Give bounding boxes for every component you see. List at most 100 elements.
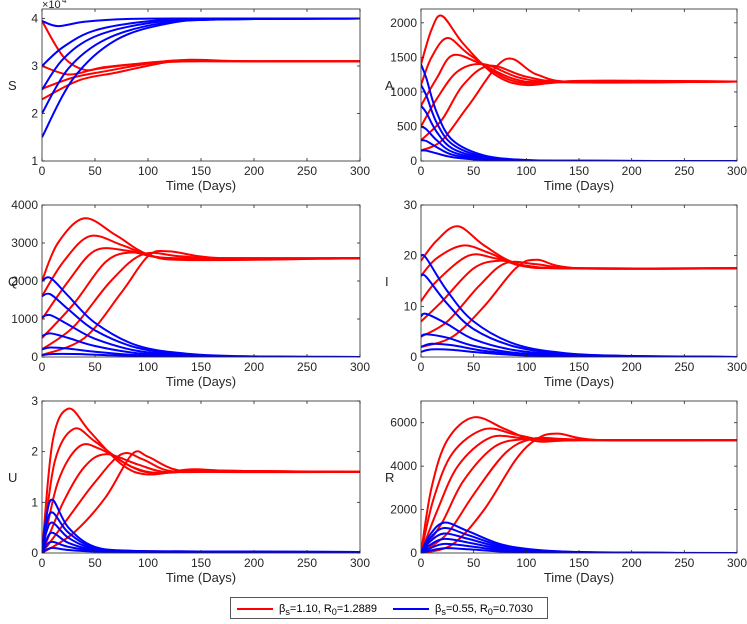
x-axis-label: Time (Days) bbox=[166, 570, 236, 585]
x-tick-label: 100 bbox=[138, 164, 158, 178]
x-tick-label: 300 bbox=[727, 164, 747, 178]
legend-sub-red: s bbox=[285, 607, 290, 618]
series-line-red-6 bbox=[421, 258, 737, 348]
axes-box bbox=[41, 400, 361, 554]
y-tick-label: 1 bbox=[31, 154, 38, 168]
series-group bbox=[42, 407, 360, 553]
subplot-u: 0 50 100 150 200 250 300 0 1 2 3 Time (Days) U bbox=[8, 394, 370, 585]
x-tick-label: 50 bbox=[88, 164, 102, 178]
series-line-red-2 bbox=[421, 244, 737, 277]
series-line-red-4 bbox=[42, 251, 360, 339]
series-line-red-1 bbox=[421, 225, 737, 270]
x-tick-label: 200 bbox=[622, 164, 642, 178]
series-line-red-3 bbox=[421, 253, 737, 302]
x-tick-label: 0 bbox=[39, 164, 46, 178]
series-line-blue-1 bbox=[421, 253, 737, 357]
x-tick-label: 300 bbox=[350, 556, 370, 570]
legend-sub-blue: s bbox=[441, 607, 446, 618]
y-tick-label: 0 bbox=[410, 154, 417, 168]
y-tick-label: 1000 bbox=[11, 312, 38, 326]
x-tick-label: 250 bbox=[674, 360, 694, 374]
x-tick-label: 300 bbox=[727, 360, 747, 374]
legend-sub2-red: 0 bbox=[331, 607, 337, 618]
series-line-blue-2 bbox=[42, 292, 360, 357]
series-line-red-6 bbox=[42, 249, 360, 357]
x-tick-label: 300 bbox=[350, 360, 370, 374]
series-line-red-2 bbox=[42, 234, 360, 297]
legend-text-a-red: =1.10, R bbox=[289, 603, 332, 615]
y-axis-label: S bbox=[8, 78, 17, 93]
series-line-red-2 bbox=[421, 37, 737, 86]
legend-text-b-blue: =0.7030 bbox=[492, 603, 533, 615]
x-tick-label: 200 bbox=[244, 360, 264, 374]
series-line-red-1 bbox=[42, 20, 360, 72]
x-tick-label: 150 bbox=[191, 360, 211, 374]
series-line-red-4 bbox=[42, 58, 360, 101]
y-axis-label: U bbox=[8, 470, 17, 485]
series-line-red-4 bbox=[421, 63, 737, 127]
x-tick-label: 250 bbox=[674, 556, 694, 570]
x-tick-label: 0 bbox=[418, 360, 425, 374]
x-tick-label: 100 bbox=[138, 360, 158, 374]
x-tick-label: 150 bbox=[569, 360, 589, 374]
series-group bbox=[421, 14, 737, 161]
legend: βs=1.10, R0=1.2889 βs=0.55, R0=0.7030 bbox=[230, 597, 548, 619]
x-tick-label: 250 bbox=[297, 164, 317, 178]
series-line-red-6 bbox=[42, 450, 360, 553]
x-tick-label: 100 bbox=[516, 556, 536, 570]
x-tick-label: 0 bbox=[418, 164, 425, 178]
y-tick-label: 2000 bbox=[11, 274, 38, 288]
axes-box bbox=[420, 8, 738, 162]
y-tick-label: 6000 bbox=[390, 416, 417, 430]
y-tick-label: 0 bbox=[31, 350, 38, 364]
y-tick-label: 1 bbox=[31, 495, 38, 509]
y-tick-label: 4 bbox=[31, 12, 38, 26]
x-tick-label: 50 bbox=[88, 360, 102, 374]
y-tick-label: 0 bbox=[410, 546, 417, 560]
series-line-red-1 bbox=[42, 217, 360, 282]
y-tick-label: 0 bbox=[410, 350, 417, 364]
y-axis-label: I bbox=[385, 274, 389, 289]
y-exponent-label: ×10 bbox=[42, 0, 61, 11]
series-group bbox=[421, 225, 737, 357]
subplot-i: 0 50 100 150 200 250 300 0 10 20 30 Time (Days) I bbox=[385, 198, 747, 389]
y-exponent-power: 4 bbox=[62, 0, 67, 5]
x-tick-label: 50 bbox=[467, 164, 481, 178]
series-group bbox=[421, 416, 737, 553]
legend-label-blue: βs=0.55, R0=0.7030 bbox=[435, 601, 533, 620]
x-tick-label: 150 bbox=[569, 164, 589, 178]
y-tick-label: 3000 bbox=[11, 236, 38, 250]
series-line-red-2 bbox=[42, 59, 360, 76]
x-tick-label: 250 bbox=[297, 360, 317, 374]
x-tick-label: 150 bbox=[191, 556, 211, 570]
y-tick-label: 1500 bbox=[390, 50, 417, 64]
x-tick-label: 150 bbox=[191, 164, 211, 178]
y-tick-label: 500 bbox=[397, 119, 417, 133]
x-tick-label: 0 bbox=[39, 556, 46, 570]
x-axis-label: Time (Days) bbox=[544, 178, 614, 193]
series-line-red-1 bbox=[42, 407, 360, 553]
legend-text-b-red: =1.2889 bbox=[336, 603, 377, 615]
y-tick-label: 1000 bbox=[390, 85, 417, 99]
y-axis-label: R bbox=[385, 470, 394, 485]
x-axis-label: Time (Days) bbox=[544, 570, 614, 585]
y-tick-label: 20 bbox=[404, 249, 418, 263]
y-tick-label: 30 bbox=[404, 198, 418, 212]
series-line-blue-3 bbox=[42, 17, 360, 91]
y-axis-label: Q bbox=[8, 274, 18, 289]
x-tick-label: 100 bbox=[516, 360, 536, 374]
subplot-a: 0 50 100 150 200 250 300 0 500 1000 1500 2000 Time (… bbox=[385, 8, 747, 193]
y-tick-label: 10 bbox=[404, 299, 418, 313]
series-group bbox=[42, 217, 360, 357]
subplot-q: 0 50 100 150 200 250 30001000200030004000Time … bbox=[8, 198, 370, 389]
series-group bbox=[42, 17, 360, 138]
x-tick-label: 150 bbox=[569, 556, 589, 570]
legend-beta-red: β bbox=[279, 603, 286, 615]
y-tick-label: 4000 bbox=[11, 198, 38, 212]
series-line-red-1 bbox=[421, 14, 737, 87]
series-line-red-2 bbox=[42, 427, 360, 553]
x-axis-label: Time (Days) bbox=[166, 178, 236, 193]
legend-sub2-blue: 0 bbox=[487, 607, 493, 618]
